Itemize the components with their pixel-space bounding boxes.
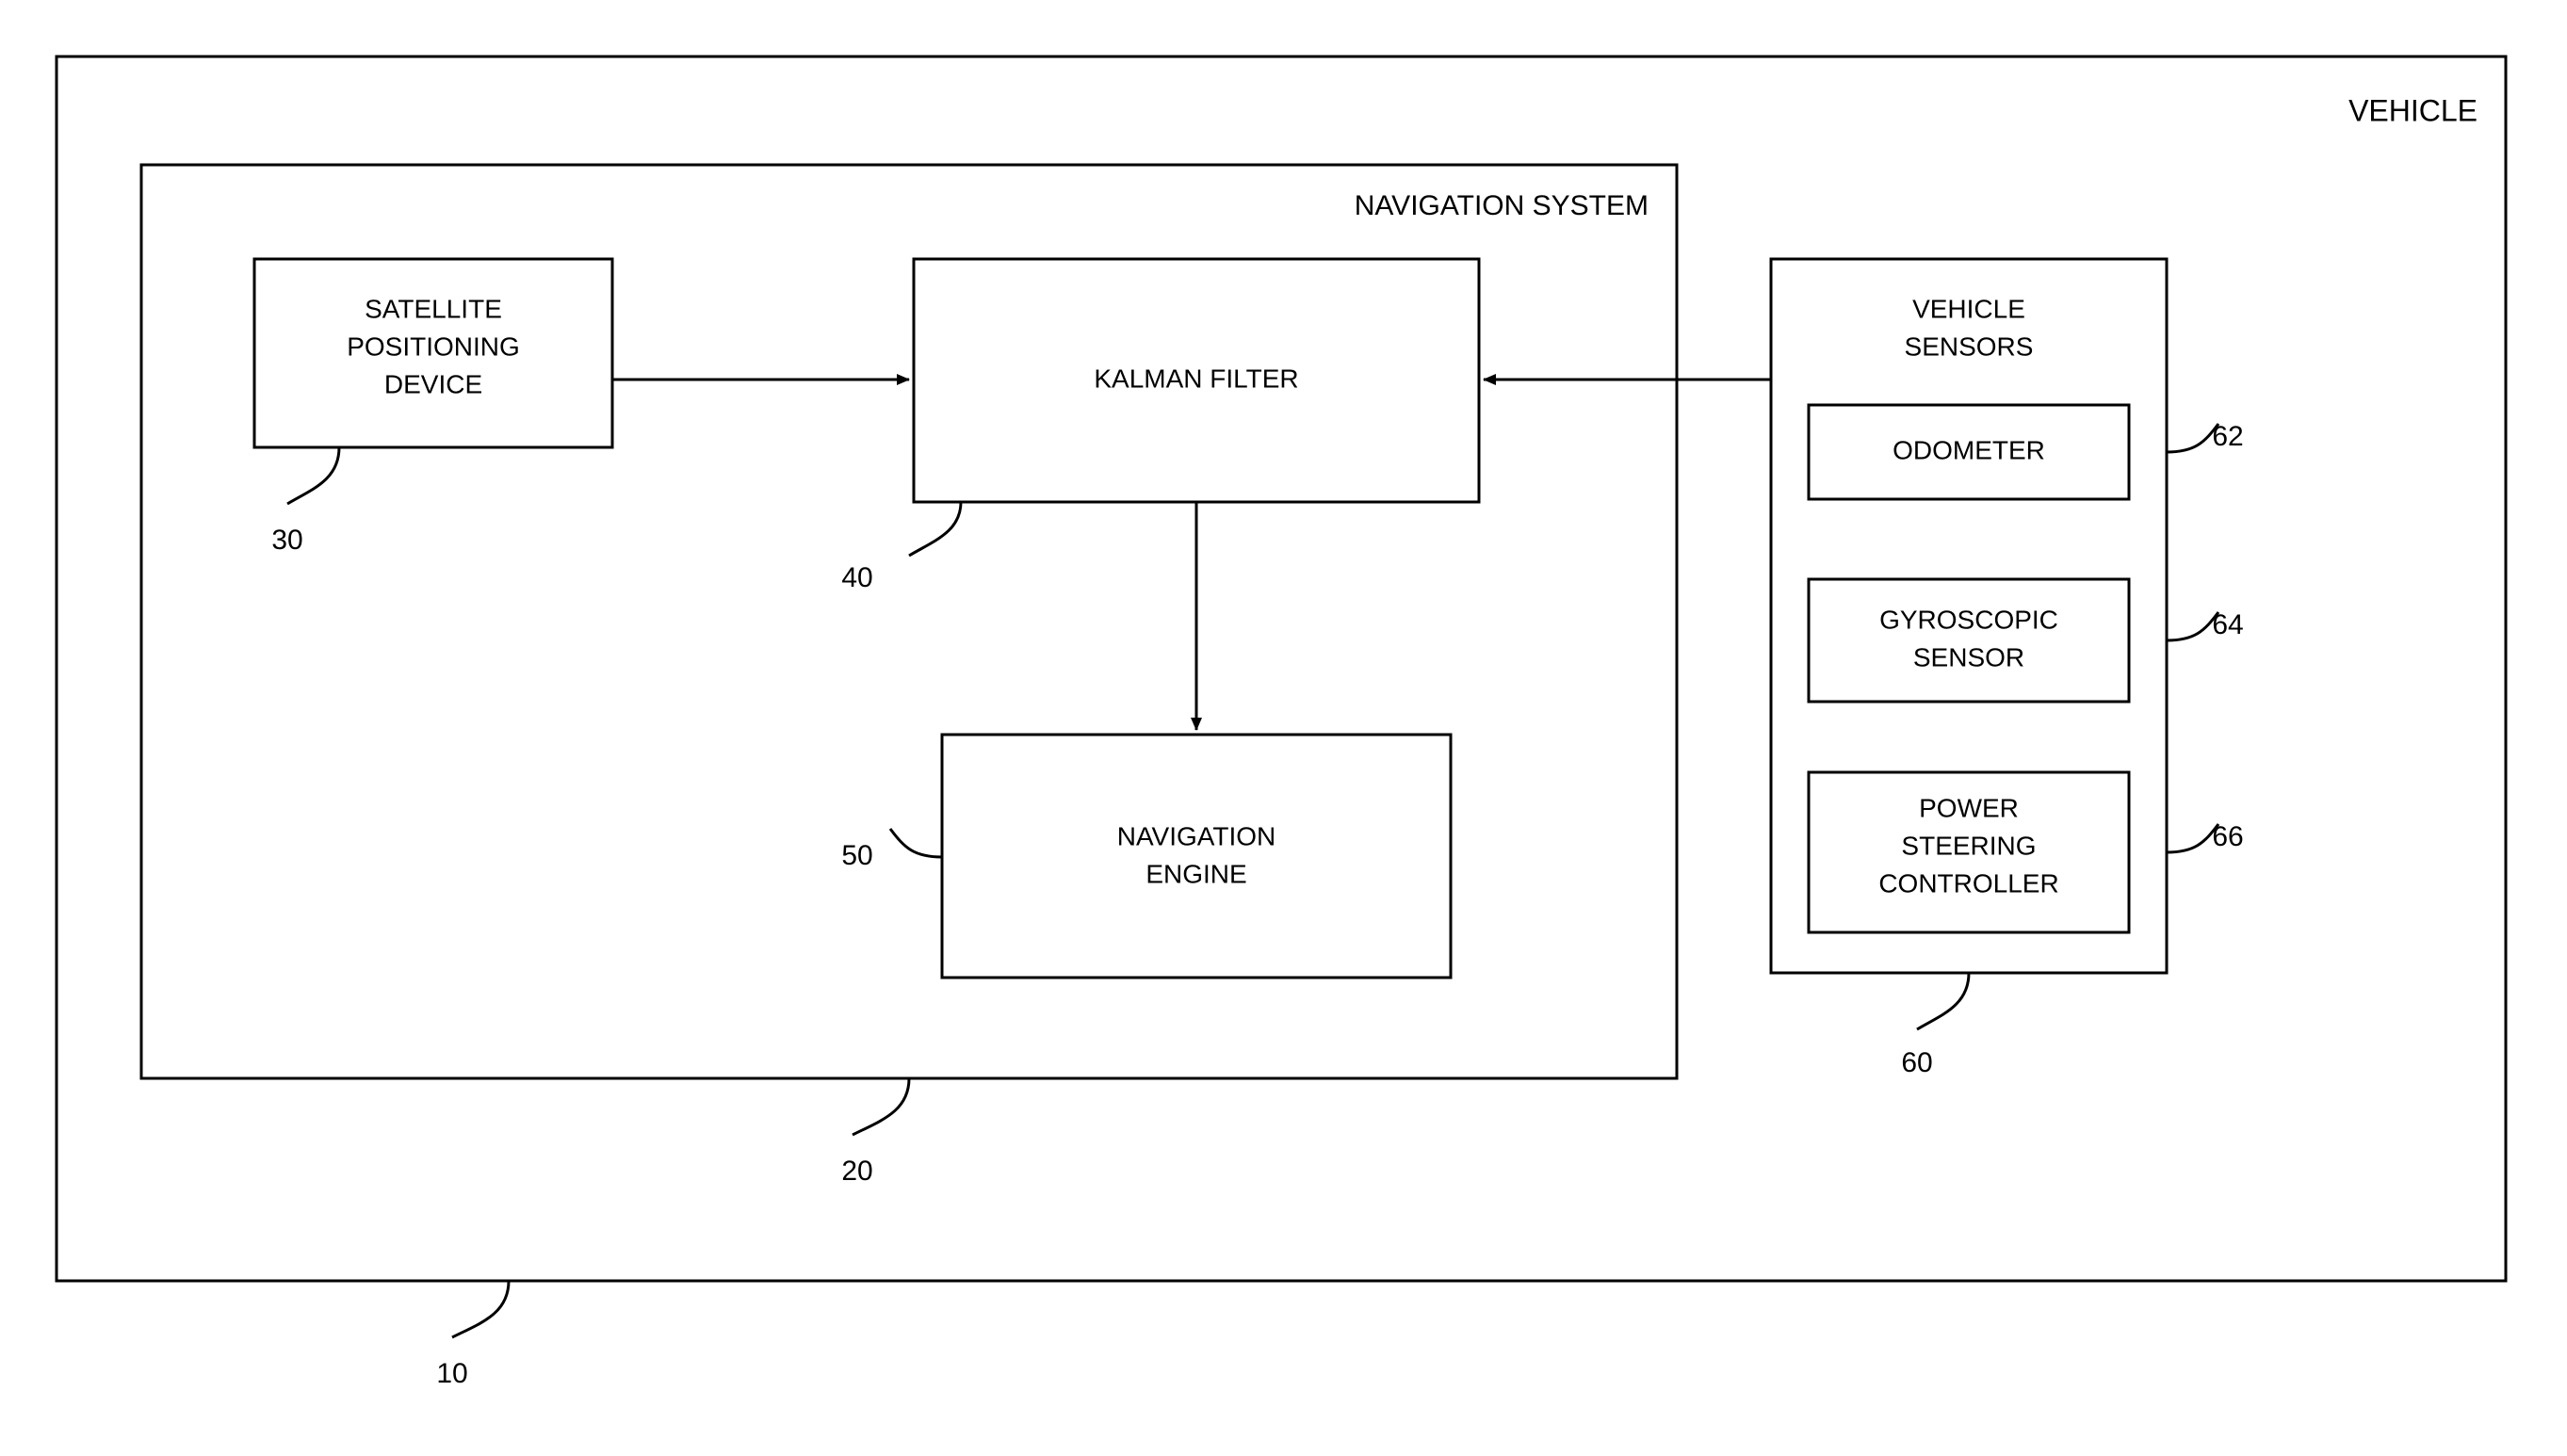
vehicle-sensors-title-2: SENSORS [1905, 332, 2034, 361]
navigation-engine-label-2: ENGINE [1145, 859, 1246, 888]
gyroscopic-sensor-label-2: SENSOR [1913, 642, 2024, 671]
gyroscopic-sensor-box [1809, 579, 2129, 702]
power-steering-label-2: STEERING [1901, 831, 2036, 860]
ref-30: 30 [271, 525, 302, 556]
satellite-positioning-label-1: SATELLITE [365, 294, 502, 323]
ref-62: 62 [2212, 421, 2243, 452]
ref-50: 50 [841, 840, 872, 871]
nav-system-title: NAVIGATION SYSTEM [1355, 190, 1649, 221]
navigation-engine-box [942, 735, 1451, 978]
odometer-label: ODOMETER [1893, 435, 2045, 464]
lead-10 [452, 1281, 509, 1337]
power-steering-label-3: CONTROLLER [1878, 868, 2058, 898]
ref-64: 64 [2212, 609, 2243, 640]
navigation-engine-label-1: NAVIGATION [1117, 821, 1276, 850]
ref-40: 40 [841, 562, 872, 593]
gyroscopic-sensor-label-1: GYROSCOPIC [1879, 605, 2058, 634]
ref-60: 60 [1901, 1047, 1932, 1078]
kalman-filter-label: KALMAN FILTER [1094, 364, 1298, 393]
block-diagram: VEHICLE NAVIGATION SYSTEM SATELLITE POSI… [0, 0, 2567, 1456]
power-steering-label-1: POWER [1919, 793, 2019, 822]
ref-10: 10 [436, 1358, 467, 1389]
ref-20: 20 [841, 1156, 872, 1187]
ref-66: 66 [2212, 821, 2243, 852]
vehicle-sensors-title-1: VEHICLE [1912, 294, 2025, 323]
vehicle-title: VEHICLE [2348, 93, 2478, 127]
satellite-positioning-label-2: POSITIONING [347, 332, 520, 361]
satellite-positioning-label-3: DEVICE [384, 369, 482, 398]
